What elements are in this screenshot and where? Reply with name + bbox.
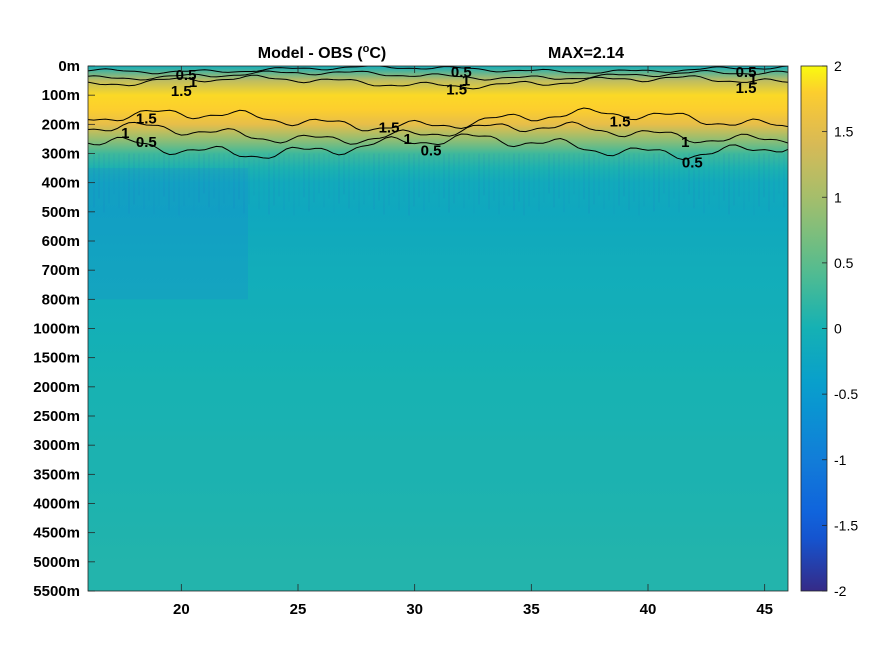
contour-line (88, 66, 788, 75)
contour-label: 1.5 (610, 113, 631, 130)
colorbar-tick-label: -2 (834, 583, 847, 599)
y-tick-label: 400m (42, 175, 80, 192)
y-tick-label: 200m (42, 116, 80, 133)
colorbar-tick-label: 0 (834, 321, 842, 337)
contour-labels: 0.511.50.511.50.511.51.510.51.510.51.510… (121, 64, 757, 172)
field-texture (88, 153, 785, 300)
y-tick-label: 3500m (33, 466, 80, 483)
contour-line (88, 69, 788, 81)
x-tick-label: 35 (523, 601, 540, 618)
contour-label: 1.5 (379, 119, 400, 136)
colorbar-tick-label: 0.5 (834, 255, 854, 271)
colorbar-tick-label: 1 (834, 189, 842, 205)
y-tick-label: 100m (42, 87, 80, 104)
x-tick-label: 40 (640, 601, 657, 618)
colorbar-tick-label: 1.5 (834, 124, 854, 140)
contour-label: 1 (681, 134, 689, 151)
contour-label: 1.5 (446, 81, 467, 98)
contour-line (88, 107, 788, 132)
contour-label: 1.5 (171, 83, 192, 100)
contour-label: 1 (121, 125, 129, 142)
contour-line (88, 121, 788, 145)
colorbar-tick-label: -1.5 (834, 517, 858, 533)
y-tick-label: 2500m (33, 408, 80, 425)
chart-title: Model - OBS (oC) (258, 43, 387, 62)
y-tick-label: 300m (42, 146, 80, 163)
y-tick-label: 800m (42, 291, 80, 308)
y-tick-label: 600m (42, 233, 80, 250)
contour-label: 0.5 (736, 64, 757, 81)
field-background (88, 66, 788, 591)
contour-label: 0.5 (451, 64, 472, 81)
contour-label: 0.5 (136, 134, 157, 151)
contour-label: 1 (462, 73, 470, 90)
y-tick-label: 700m (42, 262, 80, 279)
contour-label: 1 (189, 74, 197, 91)
y-tick-label: 5000m (33, 554, 80, 571)
y-tick-label: 500m (42, 204, 80, 221)
x-tick-label: 30 (406, 601, 423, 618)
y-tick-label: 5500m (33, 583, 80, 600)
plot-area (88, 66, 788, 591)
y-axis: 0m 100m 200m 300m 400m 500m 600m 700m 800m 1000m 1… (33, 58, 95, 600)
y-tick-label: 3000m (33, 437, 80, 454)
contour-lines (88, 66, 788, 161)
y-tick-label: 0m (58, 58, 80, 75)
contour-line (88, 133, 788, 161)
x-tick-label: 25 (290, 601, 307, 618)
max-annotation: MAX=2.14 (548, 45, 624, 62)
contour-label: 0.5 (176, 67, 197, 84)
colorbar-ticks: 2 1.5 1 0.5 0 -0.5 -1 -1.5 -2 (822, 58, 858, 599)
colorbar-tick-label: -1 (834, 452, 847, 468)
contour-label: 1.5 (736, 80, 757, 97)
contour-label: 1.5 (136, 111, 157, 128)
contour-line (88, 74, 788, 90)
contour-label: 0.5 (421, 143, 442, 160)
x-tick-label: 45 (756, 601, 773, 618)
contour-label: 1 (749, 71, 757, 88)
y-tick-label: 4000m (33, 496, 80, 513)
colorbar-tick-label: -0.5 (834, 386, 858, 402)
y-tick-label: 4500m (33, 525, 80, 542)
y-tick-label: 1000m (33, 321, 80, 338)
contour-label: 1 (404, 131, 412, 148)
contour-label: 0.5 (682, 154, 703, 171)
x-tick-label: 20 (173, 601, 190, 618)
x-axis: 20 25 30 35 40 45 (173, 66, 773, 618)
colorbar-tick-label: 2 (834, 58, 842, 74)
y-tick-label: 1500m (33, 350, 80, 367)
y-tick-label: 2000m (33, 379, 80, 396)
